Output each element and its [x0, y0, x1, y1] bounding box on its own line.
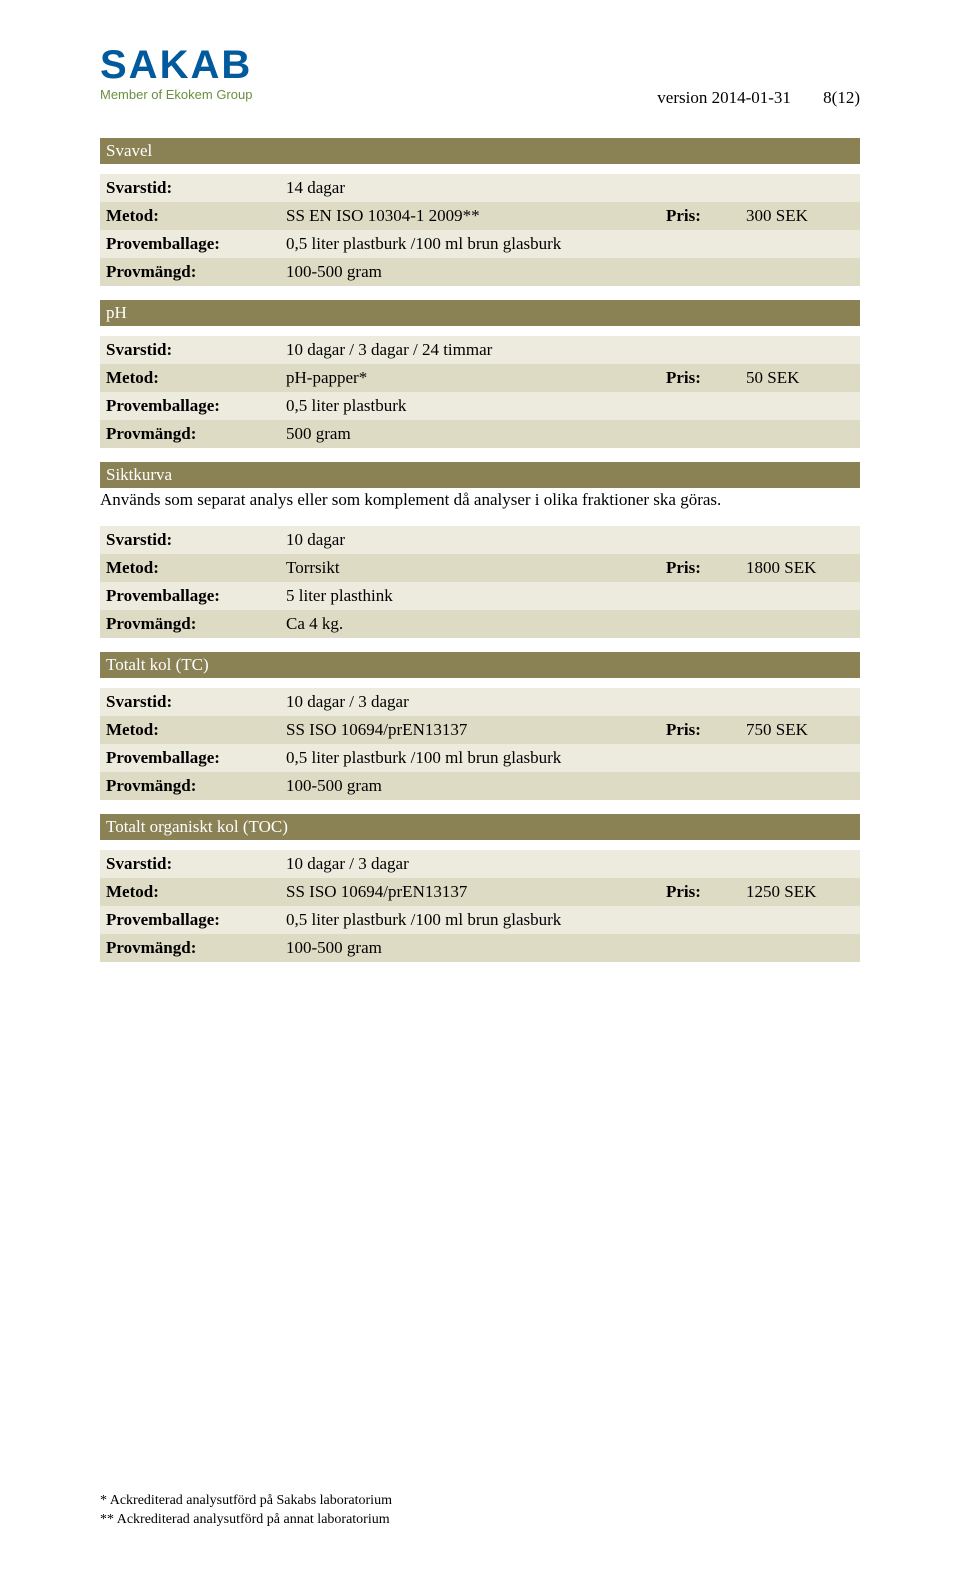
label-svarstid: Svarstid:	[100, 526, 280, 554]
row-metod: Metod: SS ISO 10694/prEN13137 Pris: 750 …	[100, 716, 860, 744]
row-provmangd: Provmängd: Ca 4 kg.	[100, 610, 860, 638]
value-provemballage: 0,5 liter plastburk /100 ml brun glasbur…	[280, 906, 860, 934]
row-provemballage: Provemballage: 0,5 liter plastburk /100 …	[100, 906, 860, 934]
section-title-siktkurva: Siktkurva	[100, 462, 860, 488]
row-metod: Metod: SS ISO 10694/prEN13137 Pris: 1250…	[100, 878, 860, 906]
label-pris: Pris:	[660, 878, 740, 906]
row-svarstid: Svarstid: 10 dagar / 3 dagar / 24 timmar	[100, 336, 860, 364]
value-metod: SS EN ISO 10304-1 2009**	[280, 202, 660, 230]
label-svarstid: Svarstid:	[100, 850, 280, 878]
row-provmangd: Provmängd: 100-500 gram	[100, 772, 860, 800]
page: SAKAB Member of Ekokem Group version 201…	[0, 0, 960, 1570]
row-svarstid: Svarstid: 10 dagar	[100, 526, 860, 554]
value-provmangd: 100-500 gram	[280, 258, 860, 286]
value-provemballage: 0,5 liter plastburk	[280, 392, 860, 420]
value-svarstid: 10 dagar / 3 dagar	[280, 688, 660, 716]
footer-line1: * Ackrediterad analysutförd på Sakabs la…	[100, 1491, 392, 1511]
row-provemballage: Provemballage: 0,5 liter plastburk /100 …	[100, 744, 860, 772]
value-provmangd: 100-500 gram	[280, 934, 860, 962]
row-metod: Metod: SS EN ISO 10304-1 2009** Pris: 30…	[100, 202, 860, 230]
label-provmangd: Provmängd:	[100, 772, 280, 800]
label-provmangd: Provmängd:	[100, 258, 280, 286]
value-svarstid: 14 dagar	[280, 174, 660, 202]
page-number: 8(12)	[823, 88, 860, 108]
value-pris: 300 SEK	[740, 202, 860, 230]
row-svarstid: Svarstid: 10 dagar / 3 dagar	[100, 850, 860, 878]
label-provmangd: Provmängd:	[100, 610, 280, 638]
label-pris: Pris:	[660, 716, 740, 744]
label-svarstid: Svarstid:	[100, 688, 280, 716]
value-metod: SS ISO 10694/prEN13137	[280, 716, 660, 744]
label-svarstid: Svarstid:	[100, 336, 280, 364]
label-provemballage: Provemballage:	[100, 230, 280, 258]
value-provmangd: 500 gram	[280, 420, 860, 448]
value-provmangd: Ca 4 kg.	[280, 610, 860, 638]
section-title-toc: Totalt organiskt kol (TOC)	[100, 814, 860, 840]
label-metod: Metod:	[100, 716, 280, 744]
value-pris: 750 SEK	[740, 716, 860, 744]
label-provemballage: Provemballage:	[100, 744, 280, 772]
label-pris: Pris:	[660, 554, 740, 582]
value-pris: 1250 SEK	[740, 878, 860, 906]
info-table-ph: Svarstid: 10 dagar / 3 dagar / 24 timmar…	[100, 336, 860, 448]
section-title-svavel: Svavel	[100, 138, 860, 164]
row-svarstid: Svarstid: 14 dagar	[100, 174, 860, 202]
value-svarstid: 10 dagar / 3 dagar / 24 timmar	[280, 336, 660, 364]
section-title-ph: pH	[100, 300, 860, 326]
value-provemballage: 0,5 liter plastburk /100 ml brun glasbur…	[280, 744, 860, 772]
value-provemballage: 0,5 liter plastburk /100 ml brun glasbur…	[280, 230, 860, 258]
label-metod: Metod:	[100, 202, 280, 230]
value-metod: pH-papper*	[280, 364, 660, 392]
label-provmangd: Provmängd:	[100, 420, 280, 448]
row-provemballage: Provemballage: 0,5 liter plastburk	[100, 392, 860, 420]
info-table-toc: Svarstid: 10 dagar / 3 dagar Metod: SS I…	[100, 850, 860, 962]
label-pris: Pris:	[660, 364, 740, 392]
footer: * Ackrediterad analysutförd på Sakabs la…	[100, 1491, 392, 1530]
value-provemballage: 5 liter plasthink	[280, 582, 860, 610]
label-metod: Metod:	[100, 364, 280, 392]
value-provmangd: 100-500 gram	[280, 772, 860, 800]
label-metod: Metod:	[100, 878, 280, 906]
section-title-tc: Totalt kol (TC)	[100, 652, 860, 678]
value-svarstid: 10 dagar / 3 dagar	[280, 850, 660, 878]
row-provemballage: Provemballage: 0,5 liter plastburk /100 …	[100, 230, 860, 258]
info-table-siktkurva: Svarstid: 10 dagar Metod: Torrsikt Pris:…	[100, 526, 860, 638]
row-provemballage: Provemballage: 5 liter plasthink	[100, 582, 860, 610]
label-svarstid: Svarstid:	[100, 174, 280, 202]
info-table-svavel: Svarstid: 14 dagar Metod: SS EN ISO 1030…	[100, 174, 860, 286]
version-text: version 2014-01-31	[657, 88, 791, 108]
row-provmangd: Provmängd: 100-500 gram	[100, 258, 860, 286]
label-metod: Metod:	[100, 554, 280, 582]
info-table-tc: Svarstid: 10 dagar / 3 dagar Metod: SS I…	[100, 688, 860, 800]
value-pris: 1800 SEK	[740, 554, 860, 582]
row-provmangd: Provmängd: 500 gram	[100, 420, 860, 448]
label-provmangd: Provmängd:	[100, 934, 280, 962]
row-provmangd: Provmängd: 100-500 gram	[100, 934, 860, 962]
row-metod: Metod: Torrsikt Pris: 1800 SEK	[100, 554, 860, 582]
value-svarstid: 10 dagar	[280, 526, 660, 554]
logo-primary: SAKAB	[100, 45, 860, 85]
row-metod: Metod: pH-papper* Pris: 50 SEK	[100, 364, 860, 392]
section-note-siktkurva: Används som separat analys eller som kom…	[100, 488, 860, 516]
row-svarstid: Svarstid: 10 dagar / 3 dagar	[100, 688, 860, 716]
label-provemballage: Provemballage:	[100, 392, 280, 420]
value-pris: 50 SEK	[740, 364, 860, 392]
label-provemballage: Provemballage:	[100, 906, 280, 934]
value-metod: SS ISO 10694/prEN13137	[280, 878, 660, 906]
footer-line2: ** Ackrediterad analysutförd på annat la…	[100, 1510, 392, 1530]
label-pris: Pris:	[660, 202, 740, 230]
value-metod: Torrsikt	[280, 554, 660, 582]
label-provemballage: Provemballage:	[100, 582, 280, 610]
